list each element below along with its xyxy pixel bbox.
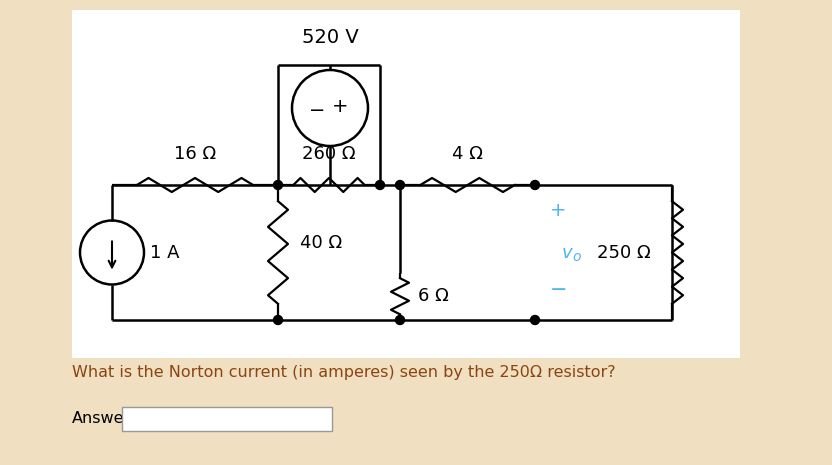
Text: 40 Ω: 40 Ω (300, 233, 342, 252)
Text: 6 Ω: 6 Ω (418, 287, 448, 305)
Circle shape (274, 180, 283, 190)
Circle shape (375, 180, 384, 190)
Text: 250 Ω: 250 Ω (597, 244, 651, 261)
Circle shape (395, 315, 404, 325)
FancyBboxPatch shape (72, 10, 740, 358)
Circle shape (395, 180, 404, 190)
Text: 260 Ω: 260 Ω (302, 145, 356, 163)
Text: +: + (550, 200, 567, 219)
Text: 4 Ω: 4 Ω (452, 145, 483, 163)
FancyBboxPatch shape (122, 407, 332, 431)
Circle shape (274, 315, 283, 325)
Circle shape (531, 315, 539, 325)
Text: 1 A: 1 A (150, 244, 180, 261)
Text: +: + (332, 97, 349, 115)
Text: v: v (562, 244, 572, 261)
Text: What is the Norton current (in amperes) seen by the 250Ω resistor?: What is the Norton current (in amperes) … (72, 365, 616, 380)
Text: 520 V: 520 V (302, 28, 359, 47)
Text: −: − (309, 100, 325, 120)
Text: 16 Ω: 16 Ω (174, 145, 216, 163)
Text: −: − (550, 280, 567, 300)
Text: o: o (572, 250, 581, 264)
Circle shape (531, 180, 539, 190)
Text: Answer:: Answer: (72, 411, 136, 425)
